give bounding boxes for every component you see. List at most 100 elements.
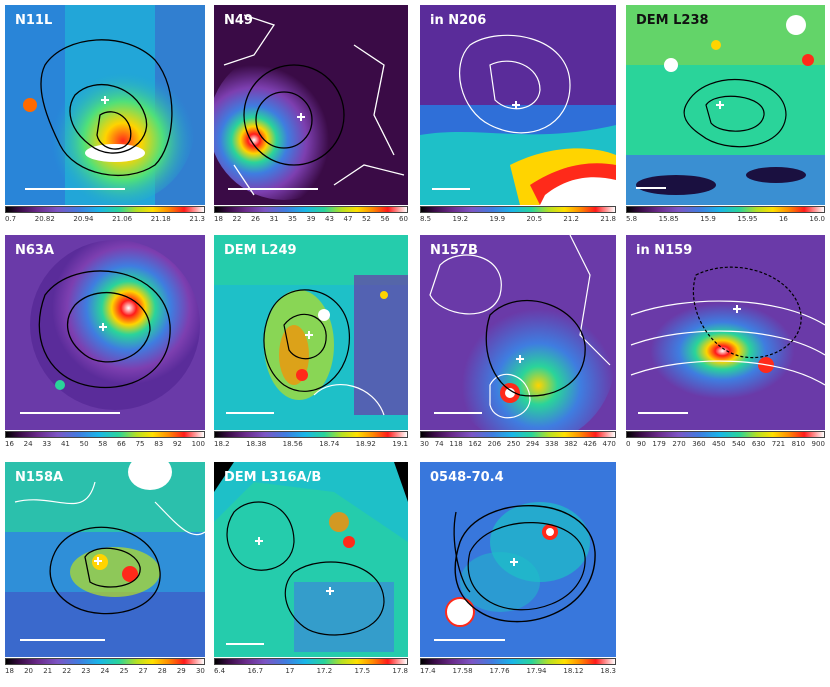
colorbar-ticks: 5.8 15.85 15.9 15.95 16 16.0 xyxy=(626,215,825,223)
colorbar-tick-label: 16.0 xyxy=(809,215,825,223)
colorbar-ticks: 0 90 179 270 360 450 540 630 721 810 900 xyxy=(626,440,825,448)
panel-0548-70-4: 0548-70.4 17.4 17.58 17.76 17.94 18.12 18.3 xyxy=(420,462,616,682)
colorbar-tick-label: 0 xyxy=(626,440,631,448)
colorbar-tick-label: 27 xyxy=(138,667,148,675)
colorbar-tick-label: 56 xyxy=(380,215,390,223)
colorbar-tick-label: 721 xyxy=(771,440,786,448)
colorbar-gradient xyxy=(5,658,205,665)
colorbar-tick-label: 0.7 xyxy=(5,215,17,223)
panel-in-n206: in N206 8.5 19.2 19.9 20.5 21.2 21.8 xyxy=(420,5,616,225)
colorbar-tick-label: 19.9 xyxy=(489,215,506,223)
colorbar-tick-label: 26 xyxy=(251,215,260,223)
panel-label: N157B xyxy=(430,243,478,258)
colorbar-gradient xyxy=(626,206,825,213)
colorbar-tick-label: 19.1 xyxy=(392,440,408,448)
panel-image xyxy=(5,462,205,657)
panel-label: DEM L316A/B xyxy=(224,470,322,485)
colorbar-tick-label: 17.4 xyxy=(420,667,436,675)
panel-image xyxy=(5,5,205,205)
colorbar-tick-label: 17.58 xyxy=(452,667,473,675)
panel-label: N63A xyxy=(15,243,55,258)
colorbar-tick-label: 338 xyxy=(545,440,559,448)
colorbar-tick-label: 18.74 xyxy=(319,440,340,448)
panel-image xyxy=(214,235,408,430)
colorbar-ticks: 16 24 33 41 50 58 66 75 83 92 100 xyxy=(5,440,205,448)
colorbar-tick-label: 18 xyxy=(5,667,14,675)
panel-image xyxy=(214,462,408,657)
colorbar-tick-label: 294 xyxy=(525,440,540,448)
panel-n158a: N158A 18 20 21 22 23 24 25 27 28 29 30 xyxy=(5,462,205,682)
colorbar-tick-label: 118 xyxy=(449,440,463,448)
colorbar-tick-label: 31 xyxy=(269,215,279,223)
colorbar-tick-label: 540 xyxy=(731,440,746,448)
colorbar-tick-label: 19.2 xyxy=(452,215,469,223)
panel-image xyxy=(5,235,205,430)
colorbar-ticks: 0.7 20.82 20.94 21.06 21.18 21.3 xyxy=(5,215,205,223)
colorbar-tick-label: 426 xyxy=(583,440,597,448)
colorbar-tick-label: 470 xyxy=(602,440,616,448)
colorbar-tick-label: 450 xyxy=(712,440,726,448)
panel-in-n159: in N159 0 90 179 270 360 450 540 630 721 810 900 xyxy=(626,235,825,455)
colorbar-tick-label: 20.82 xyxy=(34,215,55,223)
colorbar-tick-label: 18.12 xyxy=(563,667,584,675)
colorbar-tick-label: 52 xyxy=(362,215,371,223)
colorbar-tick-label: 22 xyxy=(232,215,242,223)
colorbar-tick-label: 28 xyxy=(157,667,167,675)
panel-label: N11L xyxy=(15,13,53,28)
colorbar-tick-label: 17.2 xyxy=(316,667,333,675)
panel-dem-l316ab: DEM L316A/B 6.4 16.7 17 17.2 17.5 17.8 xyxy=(214,462,408,682)
colorbar-tick-label: 17.8 xyxy=(392,667,408,675)
colorbar-tick-label: 17.5 xyxy=(354,667,371,675)
panel-label: N158A xyxy=(15,470,64,485)
colorbar-tick-label: 15.85 xyxy=(658,215,679,223)
panel-dem-l249: DEM L249 18.2 18.38 18.56 18.74 18.92 19.1 xyxy=(214,235,408,455)
colorbar-ticks: 8.5 19.2 19.9 20.5 21.2 21.8 xyxy=(420,215,616,223)
colorbar-tick-label: 16.7 xyxy=(247,667,264,675)
colorbar-ticks: 30 74 118 162 206 250 294 338 382 426 470 xyxy=(420,440,616,448)
panel-image xyxy=(626,235,825,430)
colorbar-tick-label: 206 xyxy=(487,440,502,448)
colorbar-tick-label: 29 xyxy=(176,667,186,675)
panel-image xyxy=(420,5,616,205)
panel-label: N49 xyxy=(224,13,253,28)
colorbar-gradient xyxy=(420,206,616,213)
colorbar-tick-label: 5.8 xyxy=(626,215,638,223)
colorbar-gradient xyxy=(214,431,408,438)
colorbar-ticks: 18 22 26 31 35 39 43 47 52 56 60 xyxy=(214,215,408,223)
colorbar-tick-label: 250 xyxy=(506,440,521,448)
colorbar-ticks: 18.2 18.38 18.56 18.74 18.92 19.1 xyxy=(214,440,408,448)
colorbar-tick-label: 162 xyxy=(468,440,482,448)
colorbar-gradient xyxy=(5,206,205,213)
colorbar-tick-label: 17 xyxy=(285,667,295,675)
colorbar-tick-label: 270 xyxy=(672,440,686,448)
panel-n11l: N11L 0.7 20.82 20.94 21.06 21.18 21.3 xyxy=(5,5,205,225)
colorbar-tick-label: 83 xyxy=(154,440,164,448)
colorbar-tick-label: 33 xyxy=(42,440,52,448)
colorbar-tick-label: 360 xyxy=(692,440,706,448)
colorbar-tick-label: 15.95 xyxy=(737,215,758,223)
colorbar-tick-label: 66 xyxy=(116,440,126,448)
colorbar-gradient xyxy=(420,431,616,438)
colorbar-tick-label: 900 xyxy=(811,440,825,448)
panel-label: DEM L238 xyxy=(636,13,709,28)
colorbar-tick-label: 74 xyxy=(434,440,444,448)
colorbar-tick-label: 21.8 xyxy=(600,215,616,223)
colorbar-tick-label: 18.92 xyxy=(355,440,376,448)
colorbar-tick-label: 21 xyxy=(43,667,53,675)
colorbar-tick-label: 21.06 xyxy=(112,215,133,223)
panel-n63a: N63A 16 24 33 41 50 58 66 75 83 92 100 xyxy=(5,235,205,455)
colorbar-tick-label: 20.5 xyxy=(526,215,543,223)
colorbar-tick-label: 30 xyxy=(195,667,205,675)
colorbar-tick-label: 43 xyxy=(325,215,334,223)
colorbar-gradient xyxy=(214,658,408,665)
colorbar-tick-label: 630 xyxy=(751,440,766,448)
colorbar-tick-label: 18.56 xyxy=(282,440,303,448)
panel-image xyxy=(214,5,408,205)
panel-image xyxy=(420,462,616,657)
colorbar-tick-label: 41 xyxy=(60,440,70,448)
colorbar-tick-label: 18.3 xyxy=(600,667,616,675)
panel-label: DEM L249 xyxy=(224,243,297,258)
colorbar-tick-label: 18 xyxy=(214,215,223,223)
panel-label: 0548-70.4 xyxy=(430,470,504,485)
panel-label: in N159 xyxy=(636,243,693,258)
